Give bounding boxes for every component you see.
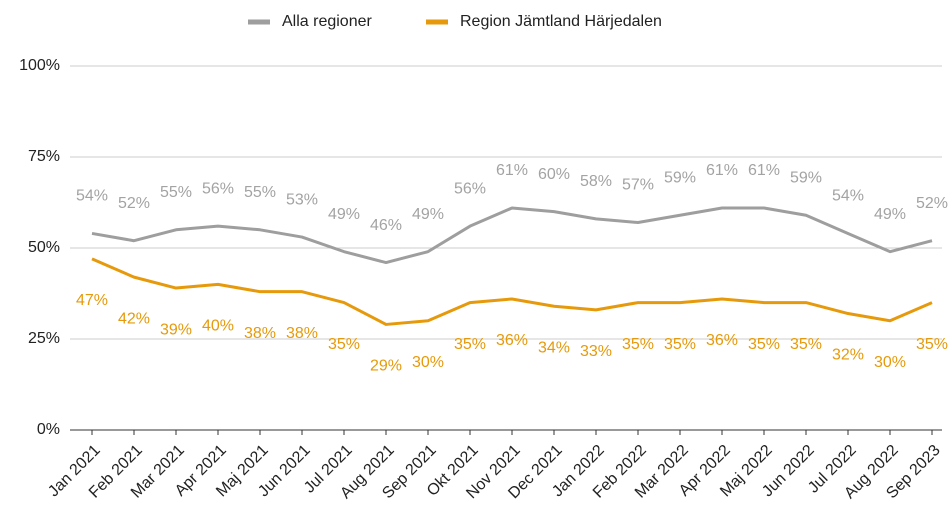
data-label: 35%: [328, 336, 360, 353]
data-label: 56%: [202, 180, 234, 197]
data-label: 35%: [622, 336, 654, 353]
y-tick-label: 50%: [28, 239, 60, 256]
data-label: 30%: [874, 354, 906, 371]
data-label: 53%: [286, 191, 318, 208]
data-label: 42%: [118, 310, 150, 327]
data-label: 46%: [370, 217, 402, 234]
data-label: 36%: [496, 332, 528, 349]
data-label: 54%: [76, 188, 108, 205]
data-label: 49%: [412, 206, 444, 223]
data-label: 39%: [160, 321, 192, 338]
data-label: 58%: [580, 173, 612, 190]
y-tick-label: 75%: [28, 148, 60, 165]
legend-label: Alla regioner: [282, 13, 373, 30]
data-label: 52%: [118, 195, 150, 212]
data-label: 36%: [706, 332, 738, 349]
data-label: 61%: [496, 162, 528, 179]
data-label: 56%: [454, 180, 486, 197]
data-label: 49%: [874, 206, 906, 223]
data-label: 49%: [328, 206, 360, 223]
data-label: 61%: [748, 162, 780, 179]
data-label: 35%: [748, 336, 780, 353]
data-label: 35%: [454, 336, 486, 353]
y-tick-label: 0%: [37, 421, 60, 438]
data-label: 54%: [832, 188, 864, 205]
data-label: 60%: [538, 166, 570, 183]
data-label: 35%: [916, 336, 948, 353]
y-tick-label: 25%: [28, 330, 60, 347]
data-label: 57%: [622, 177, 654, 194]
series-line: [91, 257, 933, 326]
data-label: 55%: [160, 184, 192, 201]
data-label: 38%: [286, 325, 318, 342]
data-label: 40%: [202, 318, 234, 335]
y-tick-label: 100%: [19, 57, 60, 74]
data-label: 61%: [706, 162, 738, 179]
data-label: 33%: [580, 343, 612, 360]
legend-label: Region Jämtland Härjedalen: [460, 13, 662, 30]
data-label: 32%: [832, 347, 864, 364]
data-label: 30%: [412, 354, 444, 371]
data-label: 35%: [790, 336, 822, 353]
data-label: 55%: [244, 184, 276, 201]
series-line: [91, 206, 933, 265]
data-label: 59%: [790, 169, 822, 186]
data-label: 52%: [916, 195, 948, 212]
data-label: 38%: [244, 325, 276, 342]
data-label: 47%: [76, 292, 108, 309]
data-label: 34%: [538, 339, 570, 356]
data-label: 59%: [664, 169, 696, 186]
data-label: 35%: [664, 336, 696, 353]
data-label: 29%: [370, 358, 402, 375]
